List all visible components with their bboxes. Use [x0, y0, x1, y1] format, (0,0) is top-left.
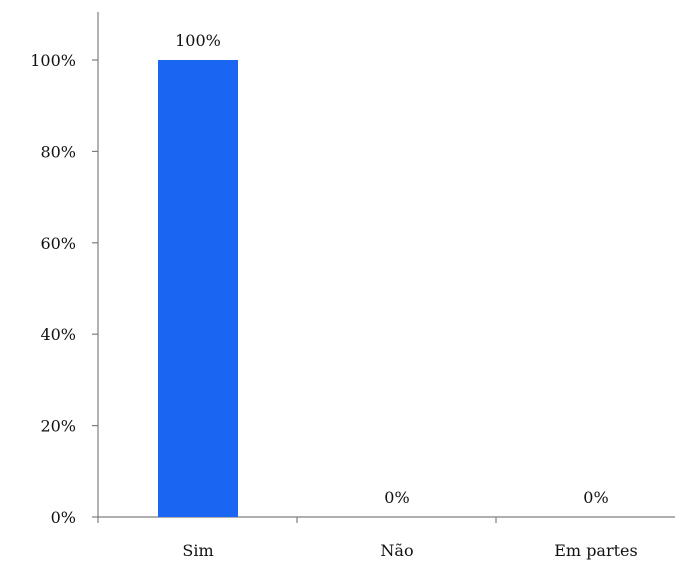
y-tick-label: 40% [40, 325, 76, 344]
x-category-label: Sim [182, 541, 213, 560]
y-tick-label: 80% [40, 142, 76, 161]
data-labels: 100% 0% 0% [175, 31, 609, 507]
x-category-label: Em partes [554, 541, 637, 560]
y-axis: 0% 20% 40% 60% 80% 100% [30, 12, 99, 527]
data-label: 0% [384, 488, 409, 507]
bar-1 [158, 60, 238, 517]
y-tick-label: 100% [30, 51, 76, 70]
bars [158, 60, 238, 517]
data-label: 0% [583, 488, 608, 507]
y-tick-label: 20% [40, 417, 76, 436]
data-label: 100% [175, 31, 221, 50]
x-axis: Sim Não Em partes [97, 516, 675, 560]
y-tick-label: 0% [51, 508, 76, 527]
x-category-label: Não [380, 541, 413, 560]
y-tick-label: 60% [40, 234, 76, 253]
